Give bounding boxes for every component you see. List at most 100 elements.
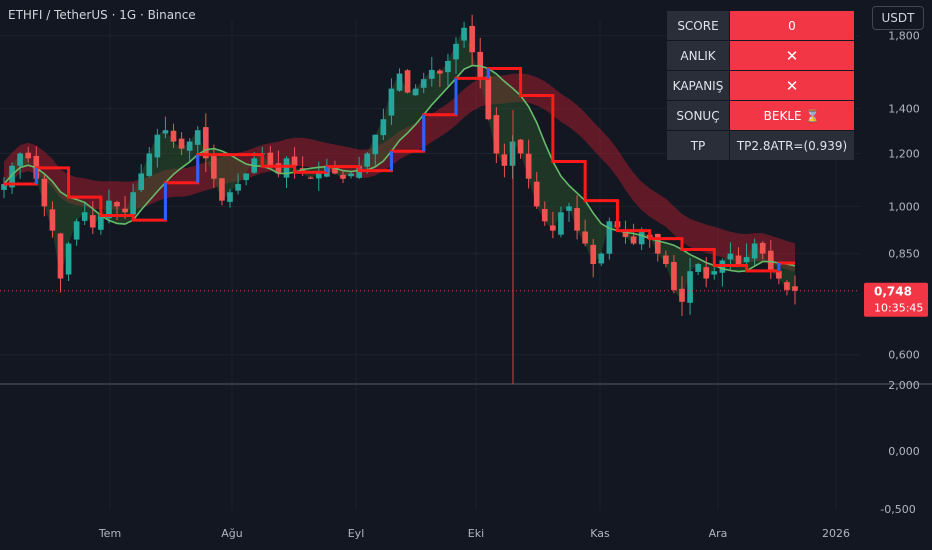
candle-body — [711, 271, 718, 275]
candle-body — [582, 231, 588, 244]
green-cloud-area — [4, 27, 795, 302]
candle-body — [671, 262, 677, 290]
panel-key-sonuc: SONUÇ — [666, 100, 730, 131]
candle-body — [541, 209, 548, 222]
trend-band-area — [4, 73, 795, 272]
candle-body — [57, 233, 64, 279]
x-tick-label: Ara — [709, 527, 728, 540]
signal-panel: SCORE 0 ANLIK ✕ KAPANIŞ ✕ SONUÇ BEKLE ⌛ … — [666, 10, 855, 161]
candle-body — [517, 139, 524, 154]
candle-body — [1, 184, 7, 190]
y-tick-label: 1,200 — [888, 147, 920, 160]
candle-body — [138, 173, 145, 190]
candle-body — [420, 79, 427, 88]
chart-title: ETHFI / TetherUS · 1G · Binance — [8, 8, 196, 22]
candle-body — [461, 27, 467, 41]
candle-body — [703, 267, 710, 279]
candle-body — [106, 200, 112, 219]
candle-body — [485, 76, 492, 120]
candle-body — [89, 215, 96, 228]
candle-body — [776, 270, 782, 279]
candle-body — [404, 70, 411, 93]
candle-body — [469, 25, 475, 53]
candle-body — [428, 69, 435, 79]
candle-body — [638, 230, 645, 245]
candle-body — [412, 88, 419, 96]
candle-body — [9, 165, 15, 188]
candle-body — [194, 130, 201, 145]
trend-band — [4, 73, 795, 272]
x-tick-label: Eki — [468, 527, 484, 540]
x-tick-label: Ağu — [221, 527, 242, 540]
candle-body — [759, 242, 766, 254]
candle-body — [340, 174, 346, 179]
candle-body — [445, 60, 451, 73]
y-tick-label-lower: 0,000 — [888, 445, 920, 458]
panel-row-sonuc: SONUÇ BEKLE ⌛ — [666, 100, 855, 131]
y-tick-label: 0,600 — [888, 349, 920, 362]
y-tick-label: 1,000 — [888, 200, 920, 213]
y-tick-label: 1,800 — [888, 30, 920, 43]
y-tick-label: 0,850 — [888, 248, 920, 261]
price-tag-value: 0,748 — [874, 285, 912, 299]
candle-body — [73, 221, 80, 240]
candle-body — [550, 225, 556, 231]
panel-key-kapanis: KAPANIŞ — [666, 70, 730, 101]
candle-body — [687, 271, 693, 303]
candle-body — [65, 243, 72, 275]
y-axis: 1,800 1,400 1,200 1,000 0,850 0,600 2,000 0,000… — [864, 30, 928, 516]
x-tick-label: Tem — [98, 527, 121, 540]
candle-body — [122, 208, 128, 213]
candle-body — [291, 156, 298, 166]
y-tick-label: 1,400 — [888, 103, 920, 116]
candle-body — [735, 255, 742, 265]
candle-body — [81, 212, 88, 221]
price-lines — [0, 110, 860, 384]
candle-body — [743, 257, 750, 263]
panel-row-kapanis: KAPANIŞ ✕ — [666, 70, 855, 101]
candle-body — [243, 173, 249, 181]
candle-body — [130, 192, 136, 215]
panel-value-kapanis: ✕ — [729, 70, 855, 101]
candle-body — [792, 286, 798, 291]
candle-body — [533, 181, 540, 207]
candle-body — [493, 115, 500, 154]
candle-body — [114, 201, 120, 207]
candle-body — [380, 119, 387, 136]
candle-body — [170, 130, 177, 142]
moving-average-line — [3, 64, 796, 273]
candle-body — [727, 253, 734, 260]
green-cloud — [4, 27, 795, 302]
candle-body — [525, 153, 532, 179]
candle-body — [654, 233, 661, 254]
x-axis: Tem Ağu Eyl Eki Kas Ara 2026 — [98, 527, 850, 540]
candle-body — [751, 243, 758, 259]
candle-body — [186, 141, 193, 151]
candle-body — [283, 158, 290, 178]
candle-body — [574, 208, 580, 231]
candle-body — [154, 134, 161, 158]
x-tick-label: Kas — [590, 527, 610, 540]
panel-value-score: 0 — [729, 10, 855, 41]
candle-body — [146, 153, 153, 176]
panel-value-tp: TP2.8ATR=(0.939) — [729, 130, 855, 161]
x-tick-label: 2026 — [822, 527, 850, 540]
candle-body — [396, 73, 403, 91]
candle-body — [219, 178, 225, 201]
panel-row-score: SCORE 0 — [666, 10, 855, 41]
panel-key-score: SCORE — [666, 10, 730, 41]
panel-value-anlik: ✕ — [729, 40, 855, 71]
currency-button[interactable]: USDT — [872, 6, 924, 30]
candle-body — [453, 43, 459, 60]
price-tag-box — [864, 282, 928, 317]
x-tick-label: Eyl — [348, 527, 365, 540]
candle-body — [41, 178, 48, 207]
candle-body — [388, 88, 395, 116]
candle-body — [275, 163, 282, 174]
candle-body — [227, 192, 233, 202]
candle-body — [98, 215, 104, 230]
candle-body — [17, 153, 23, 166]
candle-body — [437, 70, 443, 74]
candle-body — [590, 244, 597, 265]
